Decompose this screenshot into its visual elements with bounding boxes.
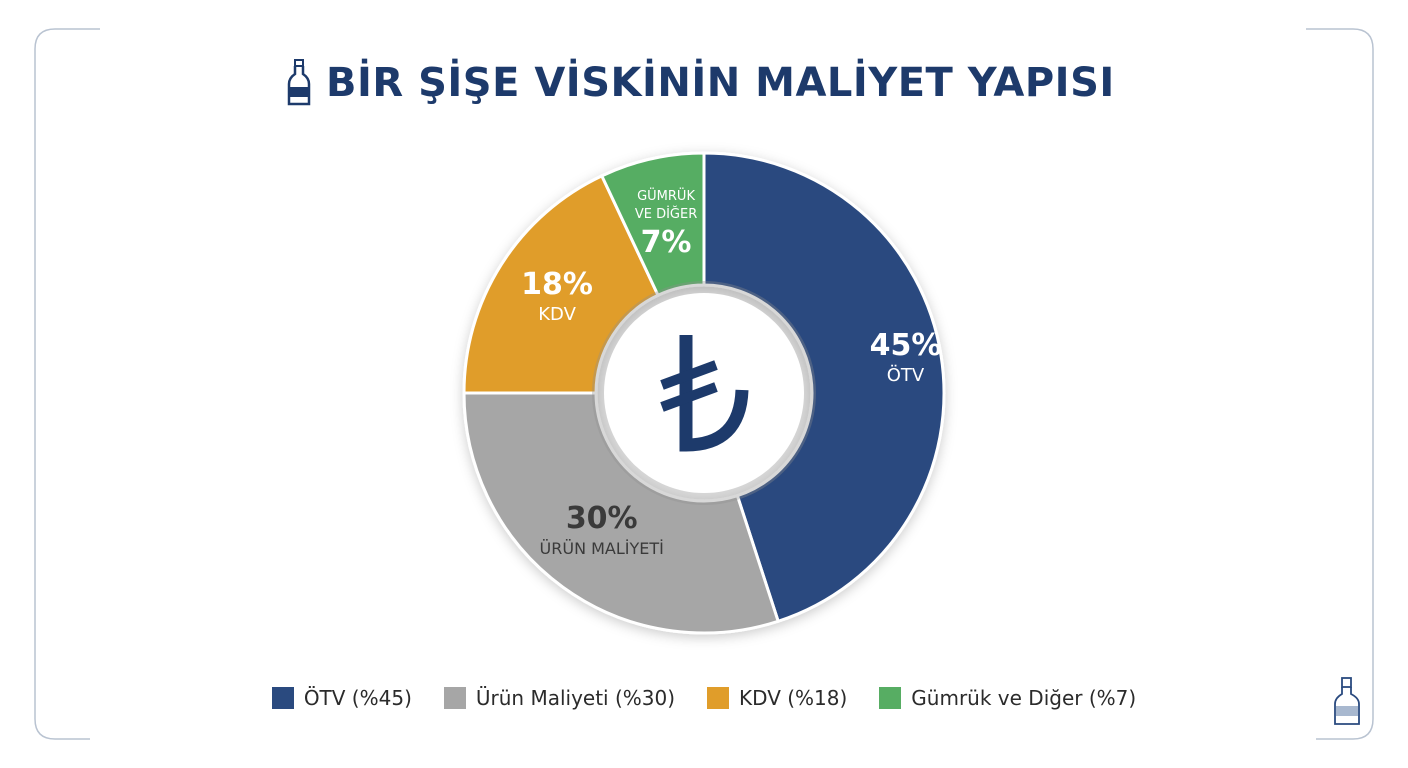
slice-label: 45% ÖTV	[870, 328, 942, 386]
slice-2	[462, 173, 661, 395]
slice-label: GÜMRÜK VE DİĞER 7%	[635, 187, 697, 260]
legend-item: ÖTV (%45)	[271, 686, 412, 710]
legend-swatch	[879, 687, 902, 709]
legend-label: Gümrük ve Diğer (%7)	[911, 686, 1137, 710]
legend-swatch	[707, 687, 730, 709]
bottle-icon	[287, 59, 311, 106]
legend-swatch	[271, 687, 294, 709]
legend-label: Ürün Maliyeti (%30)	[475, 686, 676, 710]
legend-swatch	[443, 687, 466, 709]
bottle-icon	[1334, 677, 1360, 725]
donut-chart: 45% ÖTV 30% ÜRÜN MALİYETİ 18% KDV GÜMRÜK VE DİĞ…	[462, 151, 946, 635]
slice-3	[599, 151, 706, 298]
legend-item: KDV (%18)	[707, 686, 847, 710]
legend-item: Ürün Maliyeti (%30)	[443, 686, 676, 710]
legend-label: ÖTV (%45)	[303, 686, 412, 710]
legend-label: KDV (%18)	[739, 686, 848, 710]
legend-item: Gümrük ve Diğer (%7)	[879, 686, 1136, 710]
legend: ÖTV (%45) Ürün Maliyeti (%30) KDV (%18) Güm…	[0, 686, 1408, 710]
title-text: BİR ŞİŞE VİSKİNİN MALİYET YAPISI	[326, 60, 1115, 106]
slice-label: 18% KDV	[521, 267, 593, 325]
slice-label: 30% ÜRÜN MALİYETİ	[540, 501, 664, 558]
slice-0	[702, 151, 946, 624]
turkish-lira-icon	[660, 335, 749, 452]
chart-title: BİR ŞİŞE VİSKİNİN MALİYET YAPISI	[286, 58, 1115, 108]
slice-1	[462, 391, 781, 635]
